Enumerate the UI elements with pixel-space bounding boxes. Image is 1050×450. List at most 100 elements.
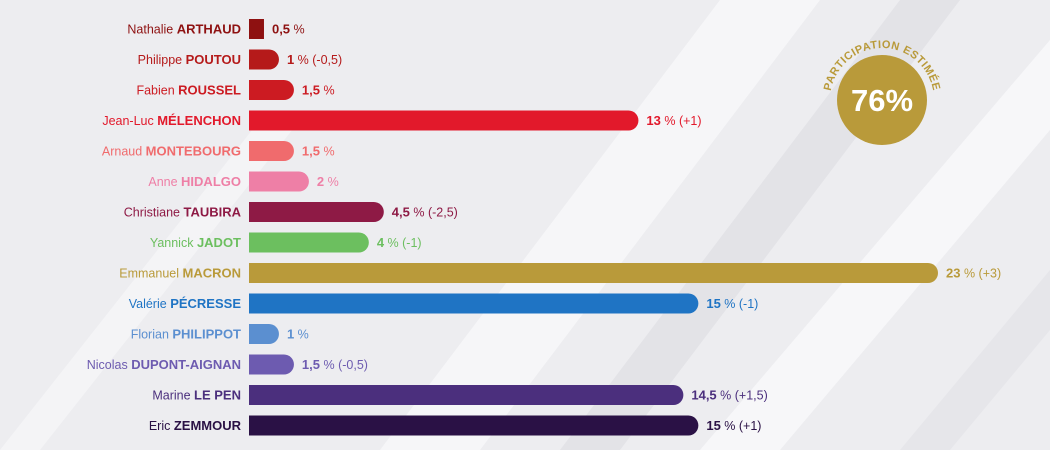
candidate-first-name: Philippe	[138, 53, 186, 67]
value-label: 4 % (-1)	[377, 235, 422, 250]
candidate-last-name: ARTHAUD	[177, 22, 241, 37]
value-change: (+1,5)	[731, 389, 767, 403]
bar-left-edge	[249, 293, 269, 314]
bar-row: Christiane TAUBIRA 4,5 % (-2,5)	[124, 202, 458, 222]
candidate-first-name: Fabien	[136, 84, 178, 98]
value-unit: %	[324, 175, 339, 189]
bar-row: Nathalie ARTHAUD 0,5 %	[127, 19, 305, 39]
value-number: 1,5	[302, 357, 320, 372]
bar-row: Philippe POUTOU 1 % (-0,5)	[138, 49, 342, 70]
bar-left-edge	[249, 80, 269, 100]
participation-badge: PARTICIPATION ESTIMÉE 76%	[822, 39, 942, 145]
value-label: 1,5 % (-0,5)	[302, 357, 368, 372]
candidate-last-name: PÉCRESSE	[170, 296, 241, 311]
bar-row: Jean-Luc MÉLENCHON 13 % (+1)	[102, 110, 702, 131]
candidate-first-name: Marine	[152, 389, 194, 403]
value-number: 1,5	[302, 83, 320, 98]
value-change: (+3)	[975, 267, 1001, 281]
candidate-first-name: Florian	[131, 328, 173, 342]
candidate-first-name: Jean-Luc	[102, 114, 157, 128]
candidate-label: Anne HIDALGO	[148, 174, 241, 189]
value-number: 4	[377, 235, 385, 250]
value-change: (-0,5)	[335, 358, 368, 372]
value-number: 1	[287, 327, 294, 342]
bar-left-edge	[249, 415, 269, 436]
candidate-first-name: Nicolas	[87, 358, 131, 372]
bar-row: Florian PHILIPPOT 1 %	[131, 324, 309, 344]
candidate-label: Nicolas DUPONT-AIGNAN	[87, 357, 241, 372]
value-unit: %	[410, 206, 425, 220]
value-unit: %	[721, 419, 736, 433]
candidate-first-name: Valérie	[129, 297, 170, 311]
bar	[249, 385, 684, 405]
candidate-label: Yannick JADOT	[150, 235, 241, 250]
candidate-label: Nathalie ARTHAUD	[127, 22, 241, 37]
value-label: 14,5 % (+1,5)	[691, 388, 767, 403]
value-unit: %	[320, 145, 335, 159]
candidate-label: Christiane TAUBIRA	[124, 205, 242, 220]
participation-circle	[837, 55, 927, 145]
value-label: 4,5 % (-2,5)	[392, 205, 458, 220]
candidate-first-name: Nathalie	[127, 23, 176, 37]
candidate-last-name: DUPONT-AIGNAN	[131, 357, 241, 372]
value-unit: %	[294, 328, 309, 342]
candidate-label: Fabien ROUSSEL	[136, 83, 241, 98]
bar-row: Eric ZEMMOUR 15 % (+1)	[149, 415, 761, 436]
value-label: 0,5 %	[272, 22, 305, 37]
bar-row: Anne HIDALGO 2 %	[148, 171, 339, 192]
value-change: (-0,5)	[309, 53, 342, 67]
candidate-label: Valérie PÉCRESSE	[129, 296, 242, 311]
bar-left-edge	[249, 141, 269, 161]
value-unit: %	[960, 267, 975, 281]
bar	[249, 263, 938, 283]
candidate-last-name: HIDALGO	[181, 174, 241, 189]
value-label: 2 %	[317, 174, 339, 189]
value-label: 1,5 %	[302, 144, 335, 159]
value-number: 13	[646, 113, 660, 128]
candidate-first-name: Emmanuel	[119, 267, 182, 281]
candidate-last-name: JADOT	[197, 235, 241, 250]
bar	[249, 202, 384, 222]
value-change: (-1)	[399, 236, 422, 250]
value-label: 1,5 %	[302, 83, 335, 98]
bar-left-edge	[249, 49, 269, 70]
candidate-last-name: ROUSSEL	[178, 83, 241, 98]
value-label: 1 % (-0,5)	[287, 52, 342, 67]
bar-row: Arnaud MONTEBOURG 1,5 %	[102, 141, 335, 161]
bar-row: Yannick JADOT 4 % (-1)	[150, 232, 422, 253]
value-number: 1	[287, 52, 294, 67]
candidate-first-name: Arnaud	[102, 145, 146, 159]
value-number: 15	[706, 296, 720, 311]
value-number: 14,5	[691, 388, 716, 403]
value-change: (-2,5)	[424, 206, 457, 220]
value-unit: %	[290, 23, 305, 37]
value-number: 15	[706, 418, 720, 433]
candidate-last-name: LE PEN	[194, 388, 241, 403]
candidate-last-name: PHILIPPOT	[172, 327, 241, 342]
participation-value: 76%	[851, 83, 913, 118]
bar-left-edge	[249, 202, 269, 222]
value-change: (+1)	[735, 419, 761, 433]
candidate-first-name: Yannick	[150, 236, 197, 250]
bar-row: Valérie PÉCRESSE 15 % (-1)	[129, 293, 758, 314]
bar-row: Emmanuel MACRON 23 % (+3)	[119, 263, 1001, 283]
bar-row: Marine LE PEN 14,5 % (+1,5)	[152, 385, 768, 405]
value-unit: %	[721, 297, 736, 311]
candidate-label: Jean-Luc MÉLENCHON	[102, 113, 241, 128]
value-unit: %	[717, 389, 732, 403]
bar-row: Nicolas DUPONT-AIGNAN 1,5 % (-0,5)	[87, 354, 368, 375]
value-unit: %	[294, 53, 309, 67]
value-unit: %	[384, 236, 399, 250]
value-number: 1,5	[302, 144, 320, 159]
bar	[249, 415, 699, 436]
bar-left-edge	[249, 385, 269, 405]
candidate-last-name: MACRON	[183, 266, 242, 281]
value-number: 0,5	[272, 22, 290, 37]
bar-left-edge	[249, 263, 269, 283]
candidate-label: Marine LE PEN	[152, 388, 241, 403]
value-label: 23 % (+3)	[946, 266, 1001, 281]
value-unit: %	[320, 358, 335, 372]
bar-left-edge	[249, 232, 269, 253]
value-change: (+1)	[675, 114, 701, 128]
bar	[249, 110, 639, 131]
